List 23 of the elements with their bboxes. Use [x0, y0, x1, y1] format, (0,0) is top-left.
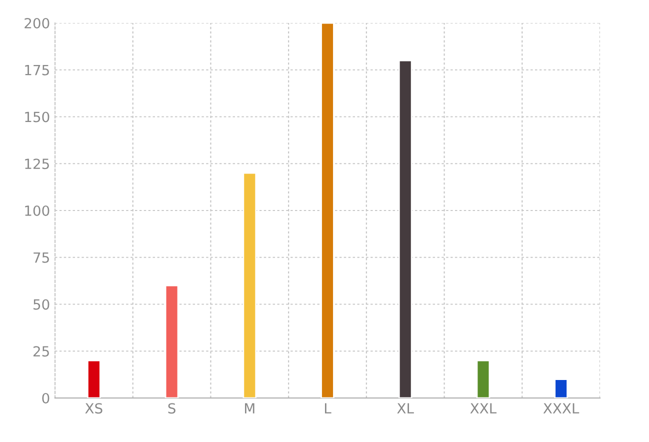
y-tick-label: 50 [34, 299, 50, 310]
x-tick-label: S [168, 403, 176, 414]
y-tick-label: 125 [25, 158, 49, 170]
bar [87, 360, 101, 398]
x-tick-label: XXL [470, 403, 497, 414]
y-tick-label: 0 [42, 392, 50, 404]
x-tick-label: L [324, 403, 332, 414]
bar [398, 60, 412, 398]
y-tick-label: 200 [24, 18, 50, 28]
x-tick-label: XXXL [543, 403, 580, 414]
x-tick-label: M [245, 403, 254, 414]
bar [242, 172, 257, 398]
y-tick-label: 25 [33, 346, 49, 357]
y-tick-label: 175 [25, 65, 49, 76]
y-tick-label: 150 [25, 112, 50, 122]
y-tick-label: 100 [25, 205, 50, 216]
x-tick-label: XL [397, 403, 414, 414]
bar [320, 23, 334, 398]
bar [476, 360, 490, 398]
y-tick-label: 75 [34, 252, 49, 263]
bar [554, 378, 568, 398]
x-tick-label: XS [85, 403, 102, 414]
bar [164, 284, 179, 398]
